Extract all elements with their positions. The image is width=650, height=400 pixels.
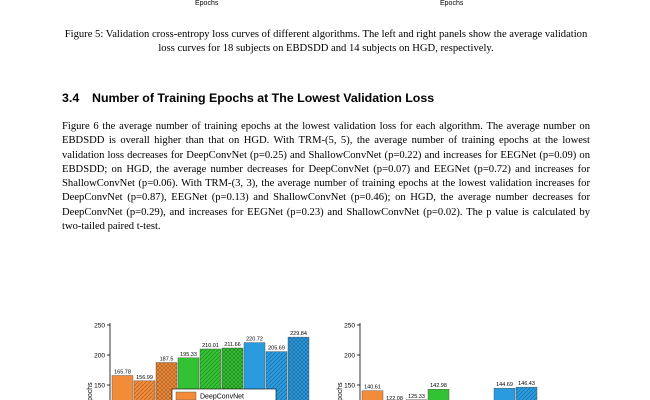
bar-value-label: 156.99	[136, 375, 153, 381]
bar	[199, 348, 222, 400]
bar-value-label: 146.43	[518, 381, 535, 387]
bar-value-label: 165.78	[114, 370, 131, 376]
bar	[243, 342, 266, 400]
y-tick-label: 200	[94, 352, 105, 359]
bar	[221, 347, 244, 400]
section-number: 3.4	[62, 91, 80, 105]
bar	[287, 336, 310, 400]
figure-caption: Figure 5: Validation cross-entropy loss …	[64, 29, 588, 54]
legend-entry-label: DeepConvNet	[200, 394, 244, 400]
bar-value-label: 144.69	[496, 382, 513, 388]
y-tick-label: 250	[94, 322, 105, 329]
bar	[515, 386, 538, 400]
bar-value-label: 205.69	[268, 346, 285, 352]
bar	[427, 389, 450, 400]
bar	[361, 390, 384, 400]
bar-value-label: 220.72	[246, 337, 263, 343]
section-heading: 3.4 Number of Training Epochs at The Lowe…	[62, 91, 434, 105]
body-paragraph: Figure 6 the average number of training …	[62, 121, 590, 233]
top-figure-epochs-label-left: Epochs	[195, 0, 219, 7]
bar-value-label: 229.84	[290, 331, 307, 337]
legend: DeepConvNet	[171, 388, 277, 400]
y-axis-label: Epochs	[337, 382, 344, 400]
chart-left: 150 200 250 Epochs 165.78 156.99 187.5 195.33 21…	[87, 322, 310, 400]
chart-right: 150 200 250 Epochs 140.61 122.08 125.33 142.98 1…	[337, 322, 538, 400]
y-axis-label: Epochs	[87, 382, 94, 400]
bar	[265, 351, 288, 400]
bar-value-label: 210.01	[202, 343, 219, 349]
y-tick-label: 150	[94, 382, 105, 389]
bar-value-label: 187.5	[160, 357, 174, 363]
bar-value-label: 140.61	[364, 385, 381, 391]
bar	[493, 387, 516, 400]
bar	[111, 375, 134, 400]
y-tick-label: 250	[344, 322, 355, 329]
top-figure-epochs-label-right: Epochs	[440, 0, 464, 7]
legend-box	[171, 388, 277, 400]
bar-value-label: 142.98	[430, 383, 447, 389]
bar-value-label: 122.08	[386, 396, 403, 400]
bar-value-label: 211.66	[224, 342, 240, 348]
legend-swatch	[175, 391, 197, 400]
section-title: Number of Training Epochs at The Lowest …	[92, 91, 435, 105]
bar-value-label: 125.33	[408, 394, 425, 400]
y-tick-label: 200	[344, 352, 355, 359]
y-tick-label: 150	[344, 382, 355, 389]
bar	[133, 380, 156, 400]
bar-value-label: 195.33	[180, 352, 197, 358]
